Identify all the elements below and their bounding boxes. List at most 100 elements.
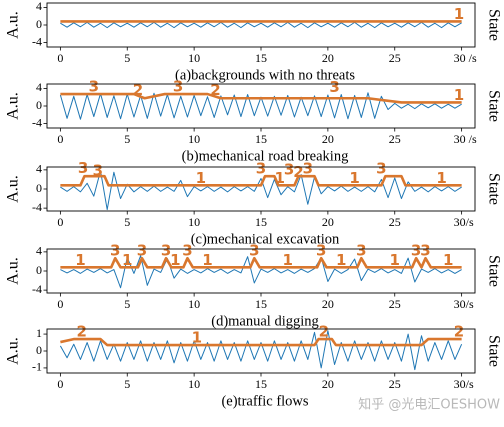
- state-annotation: 3: [110, 242, 120, 260]
- state-annotation: 3: [137, 242, 147, 260]
- x-tick-label: 0: [57, 215, 63, 229]
- state-line: [60, 337, 462, 347]
- y2-axis-label: State: [485, 9, 502, 41]
- y-axis-label: A.u.: [5, 175, 22, 203]
- x-tick-label: 15: [255, 377, 267, 391]
- x-tick-label: 30 /s: [454, 51, 477, 65]
- x-tick-label: 5: [124, 132, 130, 146]
- y-tick-label: -4: [32, 200, 42, 214]
- state-annotation: 3: [420, 242, 430, 260]
- x-tick-label: 10: [188, 377, 200, 391]
- y2-axis-label: State: [485, 173, 502, 205]
- y2-axis-label: State: [485, 90, 502, 122]
- x-tick-label: 30 /s: [454, 132, 477, 146]
- state-annotation: 1: [436, 169, 446, 187]
- state-annotation: 3: [376, 160, 386, 178]
- x-tick-label: 20: [322, 132, 334, 146]
- state-annotation: 2: [319, 323, 329, 341]
- x-tick-label: 20: [322, 215, 334, 229]
- x-tick-label: 0: [57, 297, 63, 311]
- signal-line: [60, 255, 462, 289]
- watermark: 知乎 @光电汇OESHOW: [358, 397, 500, 413]
- axes-frame: [46, 83, 476, 129]
- state-annotation: 2: [77, 323, 87, 341]
- y-tick-label: -4: [32, 282, 42, 296]
- axes-frame: [46, 166, 476, 212]
- x-tick-label: 20: [322, 377, 334, 391]
- caption: (a)backgrounds with no threats: [175, 67, 355, 83]
- state-annotation: 2: [133, 81, 143, 99]
- x-tick-label: 20: [322, 297, 334, 311]
- x-tick-label: 10: [188, 51, 200, 65]
- y-tick-label: 4: [36, 80, 42, 94]
- x-tick-label: 0: [57, 51, 63, 65]
- x-tick-label: 5: [124, 297, 130, 311]
- x-tick-label: 25: [389, 132, 401, 146]
- state-annotation: 3: [329, 78, 339, 96]
- state-annotation: 2: [293, 163, 303, 181]
- caption: (c)mechanical excavation: [191, 231, 340, 247]
- y-tick-label: 0: [36, 17, 42, 31]
- state-annotation: 3: [78, 159, 88, 177]
- x-tick-label: 15: [255, 297, 267, 311]
- signal-line: [59, 330, 463, 371]
- x-tick-label: 25: [389, 215, 401, 229]
- y-tick-label: 0: [36, 181, 42, 195]
- signal-line: [60, 21, 462, 29]
- axes-frame: [46, 2, 476, 48]
- state-annotation: 1: [336, 251, 346, 269]
- x-tick-label: 10: [188, 132, 200, 146]
- y-tick-label: 0: [36, 263, 42, 277]
- state-annotation: 3: [173, 78, 183, 96]
- state-annotation: 1: [192, 329, 202, 347]
- x-tick-label: 25: [389, 377, 401, 391]
- state-annotation: 1: [75, 251, 85, 269]
- state-annotation: 3: [303, 160, 313, 178]
- signal-line: [59, 92, 462, 120]
- state-annotation: 1: [454, 86, 464, 104]
- x-tick-label: 20: [322, 51, 334, 65]
- y-tick-label: -4: [32, 34, 42, 48]
- state-annotation: 1: [170, 251, 180, 269]
- x-tick-label: 25: [389, 51, 401, 65]
- state-annotation: 3: [316, 242, 326, 260]
- y-tick-label: -1: [32, 360, 42, 374]
- x-tick-label: 5: [124, 51, 130, 65]
- y-tick-label: -4: [32, 115, 42, 129]
- state-annotation: 1: [283, 251, 293, 269]
- x-tick-label: 15: [255, 215, 267, 229]
- caption: (e)traffic flows: [221, 393, 308, 409]
- state-annotation: 3: [89, 78, 99, 96]
- x-tick-label: 5: [124, 215, 130, 229]
- state-annotation: 3: [93, 162, 103, 180]
- caption: (d)manual digging: [211, 313, 319, 329]
- x-tick-label: 30/s: [454, 215, 474, 229]
- y-axis-label: A.u.: [5, 92, 22, 120]
- x-tick-label: 30/s: [454, 297, 474, 311]
- y-tick-label: 1: [36, 326, 42, 340]
- state-annotation: 2: [210, 81, 220, 99]
- state-annotation: 3: [256, 160, 266, 178]
- state-annotation: 3: [249, 242, 259, 260]
- y-tick-label: 4: [36, 0, 42, 13]
- x-tick-label: 0: [57, 377, 63, 391]
- x-tick-label: 10: [188, 297, 200, 311]
- state-annotation: 3: [161, 242, 171, 260]
- state-annotation: 1: [349, 169, 359, 187]
- y-tick-label: 0: [36, 343, 42, 357]
- state-annotation: 2: [454, 323, 464, 341]
- state-annotation: 1: [390, 251, 400, 269]
- state-annotation: 3: [356, 242, 366, 260]
- x-tick-label: 5: [124, 377, 130, 391]
- y2-axis-label: State: [485, 255, 502, 287]
- state-annotation: 1: [454, 5, 464, 23]
- y-tick-label: 4: [36, 244, 42, 258]
- state-annotation: 3: [182, 242, 192, 260]
- x-tick-label: 15: [255, 51, 267, 65]
- state-annotation: 3: [284, 161, 294, 179]
- y-tick-label: 4: [36, 162, 42, 176]
- y-tick-label: 0: [36, 98, 42, 112]
- axes-frame: [46, 248, 476, 294]
- state-annotation: 1: [275, 169, 285, 187]
